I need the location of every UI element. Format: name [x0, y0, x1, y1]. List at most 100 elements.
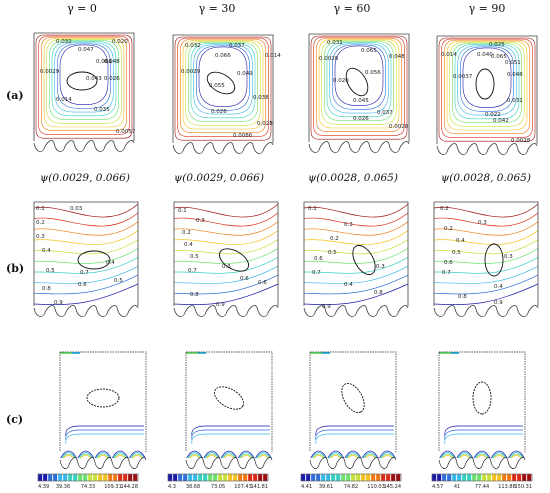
streamline-contour: [318, 39, 400, 129]
isotherm-label: 0.2: [444, 226, 453, 232]
colorbar-swatch: [506, 473, 512, 482]
colorbar-swatch: [42, 473, 48, 482]
elliptic-obstacle: [86, 388, 120, 408]
colorbar-swatch: [227, 473, 233, 482]
isotherm-label: 0.5: [328, 250, 337, 256]
cavity-wall: [309, 33, 410, 142]
colorbar-swatch: [172, 473, 178, 482]
colorbar-tick: 4.57: [432, 484, 443, 490]
colorbar-swatch: [305, 473, 311, 482]
colorbar-tick: 41: [454, 484, 460, 490]
cavity-wall: [186, 351, 273, 452]
heat-hump-contour: [311, 452, 326, 459]
colorbar-swatch: [102, 473, 108, 482]
isotherm-label: 0.3: [222, 264, 231, 270]
heat-hump-contour: [490, 450, 508, 459]
isotherm-contour: [33, 283, 139, 305]
streamline-contour: [57, 43, 111, 109]
isotherm-label: 0.3: [504, 254, 513, 260]
heat-hump-contour: [206, 455, 218, 459]
streamline-panel-60: 0.031 0.065 0.048 0.0028 0.020 0.056 0.045 0.03…: [308, 33, 410, 153]
isotherm-label: 0.6: [240, 276, 249, 282]
colorbar-swatch: [242, 473, 248, 482]
surface-strip: [439, 352, 451, 354]
elliptic-obstacle: [484, 243, 504, 277]
heat-hump-contour: [344, 450, 362, 459]
heat-hump-contour: [237, 450, 255, 459]
heat-hump-contour: [256, 452, 271, 459]
heat-hump-contour: [458, 453, 472, 459]
heat-hump-contour: [439, 450, 456, 459]
streamline-label: 0.0028: [389, 124, 409, 130]
isotherm-label: 0.6: [444, 260, 453, 266]
streamline-label: 0.0037: [453, 74, 473, 80]
streamline-label: 0.055: [209, 83, 225, 89]
streamline-contour: [310, 35, 408, 140]
heat-hump-contour: [205, 453, 219, 459]
streamline-contour: [438, 37, 536, 142]
colorbar-swatch: [466, 473, 472, 482]
heat-hump-contour: [492, 453, 506, 459]
streamline-label: 0.065: [361, 48, 377, 54]
colorbar-tick: 77.44: [475, 484, 489, 490]
gamma-label-90: γ = 90: [468, 2, 506, 15]
isotherm-contour: [173, 221, 279, 236]
colorbar-swatch: [380, 473, 386, 482]
isotherm-label: 0.2: [182, 230, 191, 236]
isotherm-contour: [303, 257, 409, 274]
isotherm-contour: [33, 248, 139, 264]
heat-hump-contour: [204, 452, 220, 459]
streamline-contour: [43, 38, 125, 128]
streamline-contour: [180, 38, 266, 134]
wavy-bottom-wall: [433, 305, 539, 317]
elliptic-obstacle: [66, 71, 98, 91]
heat-hump-contour: [457, 452, 473, 459]
elliptic-obstacle: [206, 71, 236, 95]
isotherm-label: 0.8: [42, 286, 51, 292]
isotherm-label: 0.4: [42, 248, 51, 254]
isotherm-label: 0.6: [78, 282, 87, 288]
streamline-contour: [177, 37, 269, 137]
streamline-label: 0.026: [353, 116, 369, 122]
isotherm-contour: [33, 212, 139, 227]
boundary-layer-contour: [444, 433, 523, 445]
isotherm-label: 0.3: [196, 218, 205, 224]
isotherm-label: 0.8: [374, 290, 383, 296]
boundary-layer-contour: [65, 425, 144, 437]
streamline-contour: [182, 40, 264, 130]
heat-hump-contour: [329, 453, 343, 459]
heat-hump-contour: [113, 453, 127, 459]
boundary-layer-contour: [191, 429, 270, 441]
heat-hump-contour: [509, 452, 524, 459]
colorbar-tick: 141.81: [251, 484, 269, 490]
heat-hump-contour: [380, 452, 395, 459]
colorbar-swatch: [330, 473, 336, 482]
colorbar-swatch: [192, 473, 198, 482]
elliptic-obstacle: [218, 248, 250, 272]
heat-hump-contour: [96, 453, 110, 459]
heat-hump-contour: [187, 452, 202, 459]
colorbar-swatch: [197, 473, 203, 482]
colorbar-swatch: [127, 473, 133, 482]
isotherm-label: 0.2: [36, 220, 45, 226]
streamline-label: 0.048: [389, 54, 405, 60]
colorbar-swatch: [237, 473, 243, 482]
surface-strip: [310, 352, 322, 354]
heat-hump-contour: [345, 452, 361, 459]
streamline-label: 0.026: [104, 76, 120, 82]
cavity-wall: [173, 34, 274, 143]
colorbar-swatch: [262, 473, 268, 482]
wavy-bottom-wall: [309, 457, 397, 469]
isotherm-label: 0.3: [344, 222, 353, 228]
colorbar-swatch: [257, 473, 263, 482]
colorbar-swatch: [501, 473, 507, 482]
colorbar-swatch: [52, 473, 58, 482]
colorbar-swatch: [247, 473, 253, 482]
isotherm-label: 0.2: [440, 206, 449, 212]
isotherm-contour: [303, 221, 409, 236]
streamline-contour: [51, 41, 117, 117]
colorbar-tick: 107.43: [234, 484, 252, 490]
